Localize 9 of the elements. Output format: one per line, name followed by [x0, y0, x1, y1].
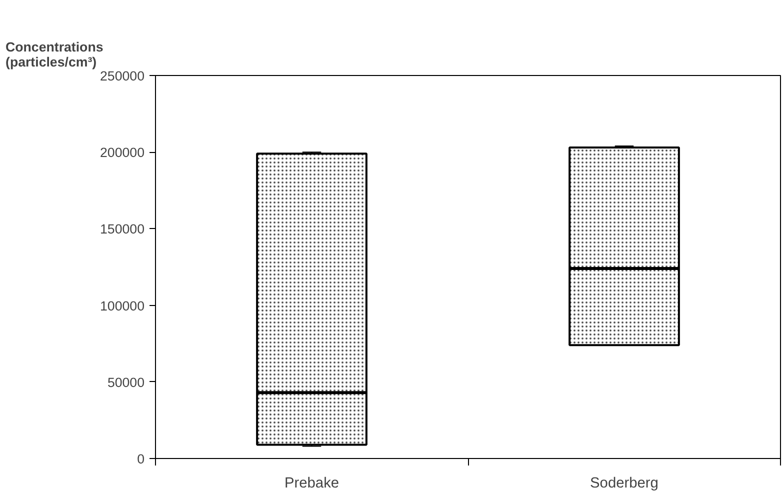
y-axis-title: Concentrations (particles/cm³) [6, 40, 104, 70]
y-tick-label: 250000 [100, 68, 145, 84]
y-tick-label: 150000 [100, 222, 145, 237]
y-tick-label: 200000 [100, 145, 145, 160]
y-tick-label: 50000 [107, 374, 144, 390]
x-tick-label: Prebake [284, 476, 340, 492]
y-tick-label: 100000 [100, 298, 145, 314]
x-tick-label: Soderberg [590, 476, 658, 492]
y-tick-label: 0 [137, 452, 145, 466]
